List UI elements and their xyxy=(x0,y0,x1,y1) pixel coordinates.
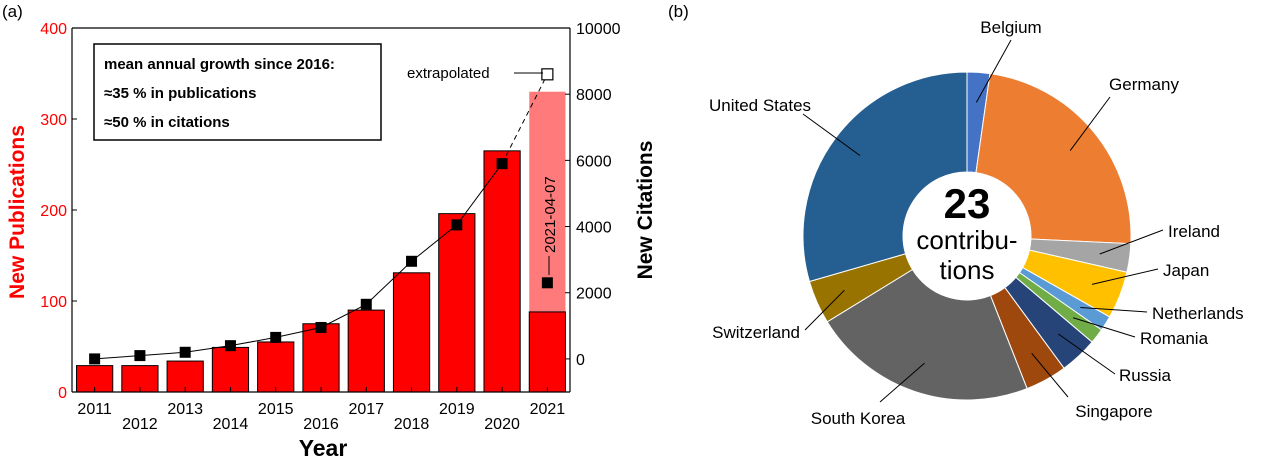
x-tick-label: 2013 xyxy=(167,401,203,418)
slice-label: United States xyxy=(709,96,811,115)
x-tick-label: 2016 xyxy=(303,416,339,433)
left-tick-label: 0 xyxy=(58,385,67,402)
panel-a-label: (a) xyxy=(2,2,23,21)
x-axis-title: Year xyxy=(299,435,348,461)
donut-leader-lines xyxy=(802,39,1164,403)
citation-marker-2012 xyxy=(134,350,146,362)
leader-line xyxy=(804,289,845,331)
left-tick-label: 100 xyxy=(40,294,67,311)
x-ticks: 2011 2012 2013 2014 2015 2016 2017 2018 2019 2020… xyxy=(77,387,565,433)
x-tick-label: 2019 xyxy=(439,401,475,418)
bar-2016 xyxy=(302,323,340,393)
right-y-axis-title: New Citations xyxy=(634,141,657,280)
right-tick-label: 6000 xyxy=(576,153,612,170)
slice-label: South Korea xyxy=(811,409,906,428)
x-tick-label: 2015 xyxy=(258,401,294,418)
citation-marker-2020 xyxy=(496,158,508,170)
textbox-line-1: mean annual growth since 2016: xyxy=(104,56,335,73)
slice-south-korea xyxy=(826,268,1028,401)
slice-label: Romania xyxy=(1140,329,1209,348)
left-y-ticks: 0 100 200 300 400 xyxy=(40,21,77,402)
left-tick-label: 400 xyxy=(40,21,67,38)
x-tick-label: 2011 xyxy=(77,401,112,418)
bar-2019 xyxy=(438,213,476,393)
bar-2020 xyxy=(483,150,521,393)
leader-line xyxy=(1073,317,1136,338)
leader-line xyxy=(975,39,1012,103)
right-tick-label: 10000 xyxy=(576,21,621,38)
center-number: 23 xyxy=(944,180,991,227)
citation-marker-2016 xyxy=(315,321,327,333)
donut-slices xyxy=(802,71,1132,401)
bar-2018 xyxy=(392,272,431,393)
x-tick-label: 2018 xyxy=(394,416,430,433)
country-donut-chart: Belgium Germany Ireland Japan Netherlands Rom… xyxy=(709,18,1244,428)
panel-b-label: (b) xyxy=(668,2,689,21)
x-tick-label: 2017 xyxy=(348,401,384,418)
bar-2021 xyxy=(528,311,566,393)
citation-marker-2017 xyxy=(360,298,372,310)
growth-textbox xyxy=(93,43,382,141)
publications-citations-chart: 0 100 200 300 400 0 2000 4000 6000 8000 10000 201… xyxy=(6,21,657,461)
slice-label: Russia xyxy=(1119,366,1172,385)
right-tick-label: 8000 xyxy=(576,87,612,104)
citation-marker-2019 xyxy=(451,219,463,231)
leader-line xyxy=(1031,353,1069,398)
x-tick-label: 2021 xyxy=(530,401,566,418)
leader-line xyxy=(1099,229,1164,255)
citations-line xyxy=(94,163,503,360)
bar-2017 xyxy=(347,309,385,393)
right-y-ticks: 0 2000 4000 6000 8000 10000 xyxy=(565,21,621,369)
extrapolated-marker xyxy=(541,68,554,81)
left-tick-label: 200 xyxy=(40,203,67,220)
left-y-axis-title: New Publications xyxy=(6,125,29,299)
slice-label: Ireland xyxy=(1168,222,1220,241)
textbox-line-2: ≈35 % in publications xyxy=(104,85,256,102)
textbox-line-3: ≈50 % in citations xyxy=(104,114,230,131)
citations-extrapolation-line xyxy=(501,74,548,164)
x-tick-label: 2020 xyxy=(484,416,520,433)
citation-marker-2011 xyxy=(89,353,101,365)
slice-label: Netherlands xyxy=(1152,304,1244,323)
citation-marker-2015 xyxy=(270,331,282,343)
leader-line xyxy=(802,113,861,156)
leader-line xyxy=(879,362,925,403)
citations-line-layer xyxy=(89,68,554,365)
date-label: 2021-04-07 xyxy=(542,176,559,253)
leader-line xyxy=(1091,268,1159,285)
slice-label: Singapore xyxy=(1075,402,1153,421)
slice-label: Japan xyxy=(1163,261,1209,280)
slice-label: Switzerland xyxy=(712,323,800,342)
bars-layer xyxy=(76,91,566,393)
slice-label: Germany xyxy=(1109,75,1179,94)
citation-marker-2013 xyxy=(179,346,191,358)
citation-marker-2018 xyxy=(406,255,418,267)
right-tick-label: 0 xyxy=(576,352,585,369)
donut-hole xyxy=(903,172,1031,300)
right-tick-label: 4000 xyxy=(576,220,612,237)
bar-2013 xyxy=(166,360,204,393)
bar-2014 xyxy=(211,346,250,393)
leader-line xyxy=(1058,333,1116,375)
leader-line xyxy=(1080,306,1148,313)
donut-labels: Belgium Germany Ireland Japan Netherlands Rom… xyxy=(709,18,1244,428)
slice-label: Belgium xyxy=(980,18,1041,37)
right-tick-label: 2000 xyxy=(576,286,612,303)
leader-line xyxy=(1069,96,1111,151)
x-tick-label: 2012 xyxy=(122,416,158,433)
bar-2015 xyxy=(257,341,295,393)
citation-marker-2021 xyxy=(541,277,553,289)
x-tick-label: 2014 xyxy=(213,416,249,433)
center-text-line-1: contribu- xyxy=(916,225,1017,255)
left-tick-label: 300 xyxy=(40,112,67,129)
center-text-line-2: tions xyxy=(940,255,995,285)
extrapolated-label: extrapolated xyxy=(407,65,490,82)
citation-marker-2014 xyxy=(224,340,236,352)
